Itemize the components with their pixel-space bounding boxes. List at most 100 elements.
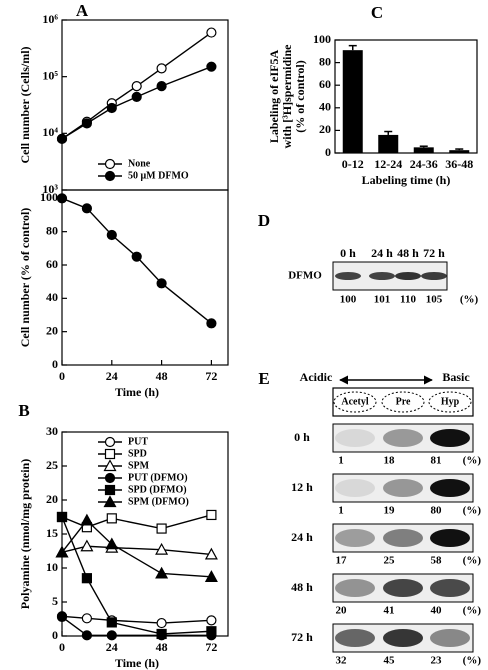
panel-label: D: [258, 211, 270, 230]
marker: [206, 61, 217, 72]
y-tick-label: 80: [46, 223, 58, 237]
row-label: DFMO: [288, 270, 322, 282]
spot-value: 1: [338, 505, 344, 517]
legend-label: PUT: [128, 436, 148, 447]
row-label: 24 h: [291, 530, 313, 544]
acidic-label: Acidic: [300, 370, 333, 384]
marker: [206, 318, 217, 329]
lane-label: 48 h: [397, 246, 419, 260]
bar: [378, 134, 399, 153]
y-tick-label: 5: [52, 594, 58, 608]
unit: (%): [463, 555, 482, 567]
spot-outline: [428, 391, 472, 413]
row-label: 0 h: [294, 430, 310, 444]
legend-label: None: [128, 158, 151, 169]
spot-value: 58: [431, 555, 443, 567]
marker: [56, 193, 68, 204]
spot: [335, 529, 375, 547]
row-label: 12 h: [291, 480, 313, 494]
spot: [383, 429, 423, 447]
y-tick-label: 100: [40, 190, 58, 204]
unit: (%): [463, 605, 482, 617]
x-tick-label: 48: [156, 369, 168, 383]
marker: [206, 27, 217, 38]
y-tick-label: 10⁴: [42, 125, 58, 139]
y-axis-label: (% of control): [293, 60, 307, 132]
x-tick-label: 24-36: [410, 157, 438, 171]
band-value: 101: [374, 294, 391, 306]
y-tick-label: 20: [319, 122, 331, 136]
x-axis-label: Labeling time (h): [362, 173, 451, 187]
plot-frame: [334, 39, 478, 154]
y-tick-label: 0: [52, 628, 58, 642]
spot: [335, 429, 375, 447]
spot-value: 17: [336, 555, 348, 567]
marker: [104, 472, 116, 484]
marker: [106, 630, 117, 641]
marker: [156, 278, 167, 289]
legend-label: SPD (DFMO): [128, 484, 187, 495]
y-tick-label: 25: [46, 458, 58, 472]
band: [369, 272, 395, 280]
spot: [383, 629, 423, 647]
marker: [103, 495, 117, 508]
y-tick-label: 60: [319, 77, 331, 91]
spot: [430, 579, 470, 597]
marker: [103, 459, 117, 472]
y-tick-label: 10⁵: [42, 68, 58, 82]
marker: [204, 547, 218, 560]
marker: [104, 158, 116, 170]
marker: [105, 537, 119, 550]
marker: [81, 573, 93, 584]
marker: [104, 436, 116, 448]
spot-value: 23: [431, 655, 443, 667]
legend-label: 50 μM DFMO: [128, 170, 189, 181]
row-label: 72 h: [291, 630, 313, 644]
spot-value: 32: [336, 655, 348, 667]
y-tick-label: 60: [46, 257, 58, 271]
band: [421, 272, 447, 280]
x-tick-label: 24: [106, 369, 118, 383]
x-tick-label: 12-24: [374, 157, 402, 171]
bar: [413, 147, 434, 153]
band: [335, 272, 361, 280]
x-tick-label: 24: [106, 640, 118, 654]
marker: [155, 566, 169, 579]
x-tick-label: 72: [205, 369, 217, 383]
row-label: 48 h: [291, 580, 313, 594]
marker: [204, 570, 218, 582]
marker: [56, 611, 68, 623]
panel-label: A: [76, 1, 89, 20]
basic-label: Basic: [442, 370, 470, 384]
spot-value: 40: [431, 605, 443, 617]
spot-value: 1: [338, 455, 344, 467]
marker: [206, 615, 217, 626]
marker: [104, 170, 116, 182]
spot: [430, 429, 470, 447]
x-tick-label: 72: [205, 640, 217, 654]
spot-value: 25: [384, 555, 396, 567]
marker: [131, 91, 142, 102]
marker: [156, 63, 167, 74]
y-tick-label: 40: [319, 100, 331, 114]
marker: [81, 630, 93, 641]
marker: [81, 118, 93, 129]
x-tick-label: 0: [59, 369, 65, 383]
spot: [430, 629, 470, 647]
y-tick-label: 10³: [42, 182, 58, 196]
spot-value: 41: [384, 605, 395, 617]
spot: [430, 479, 470, 497]
y-tick-label: 30: [46, 424, 58, 438]
x-axis-label: Time (h): [115, 656, 159, 670]
y-axis-label: with [³H]spermidine: [280, 44, 294, 149]
legend-label: PUT (DFMO): [128, 472, 188, 483]
bar: [449, 150, 470, 153]
y-tick-label: 20: [46, 492, 58, 506]
band-value: 100: [340, 294, 357, 306]
x-axis-label: Time (h): [115, 385, 159, 399]
y-axis-label: Cell number (% of control): [18, 208, 32, 348]
marker: [106, 617, 117, 628]
y-tick-label: 15: [46, 526, 58, 540]
marker: [56, 511, 68, 523]
marker: [156, 628, 167, 640]
